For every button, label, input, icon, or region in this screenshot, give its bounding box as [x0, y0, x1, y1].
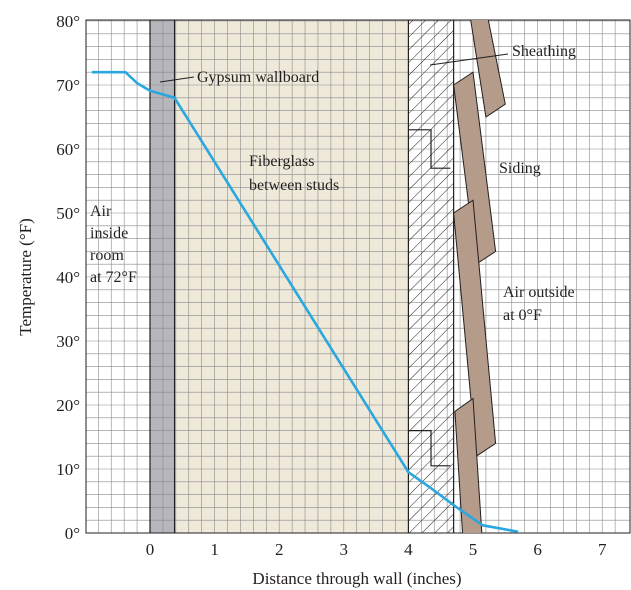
- y-tick-label: 40°: [56, 268, 80, 287]
- y-axis-title: Temperature (°F): [16, 218, 35, 335]
- y-tick-label: 0°: [65, 524, 80, 543]
- sheathing-label: Sheathing: [512, 43, 576, 60]
- x-tick-label: 2: [275, 540, 284, 559]
- fiberglass-label-1: Fiberglass: [249, 153, 314, 170]
- siding-label: Siding: [499, 160, 541, 177]
- x-tick-label: 6: [533, 540, 542, 559]
- siding-group: [453, 20, 506, 533]
- y-tick-label: 60°: [56, 140, 80, 159]
- x-tick-label: 7: [598, 540, 607, 559]
- siding-board: [453, 199, 497, 458]
- tick-labels: 0 1 2 3 4 5 6 70°10°20°30°40°50°60°70°80°: [56, 12, 607, 559]
- air-outside-label-2: at 0°F: [503, 307, 542, 324]
- gypsum-label: Gypsum wallboard: [197, 69, 319, 86]
- x-tick-label: 4: [404, 540, 413, 559]
- y-tick-label: 80°: [56, 12, 80, 31]
- gypsum-layer: [150, 20, 175, 533]
- y-tick-label: 50°: [56, 204, 80, 223]
- series-layer: [91, 70, 519, 533]
- plot-frame: [85, 19, 631, 534]
- air-inside-label-1: Air: [90, 203, 112, 220]
- sheathing-leader: [429, 53, 509, 66]
- siding-board: [454, 397, 483, 533]
- air-inside-label-4: at 72°F: [90, 269, 137, 286]
- x-tick-label: 5: [469, 540, 478, 559]
- x-tick-label: 3: [340, 540, 349, 559]
- stud-outline: [408, 129, 451, 169]
- wall-overlays: [149, 20, 455, 533]
- y-tick-label: 70°: [56, 76, 80, 95]
- temperature-profile-line: [91, 70, 519, 533]
- stud-outline: [408, 430, 451, 467]
- y-tick-label: 30°: [56, 332, 80, 351]
- air-outside-label-1: Air outside: [503, 284, 575, 301]
- y-tick-label: 20°: [56, 396, 80, 415]
- siding-board: [470, 20, 506, 118]
- fiberglass-label-2: between studs: [249, 177, 339, 194]
- gypsum-leader: [159, 76, 195, 83]
- air-inside-label-3: room: [90, 247, 124, 264]
- x-axis-title: Distance through wall (inches): [252, 569, 461, 588]
- siding-boards: [453, 20, 506, 533]
- x-tick-label: 0: [146, 540, 155, 559]
- x-tick-label: 1: [210, 540, 219, 559]
- y-tick-label: 10°: [56, 460, 80, 479]
- air-inside-label-2: inside: [90, 225, 128, 242]
